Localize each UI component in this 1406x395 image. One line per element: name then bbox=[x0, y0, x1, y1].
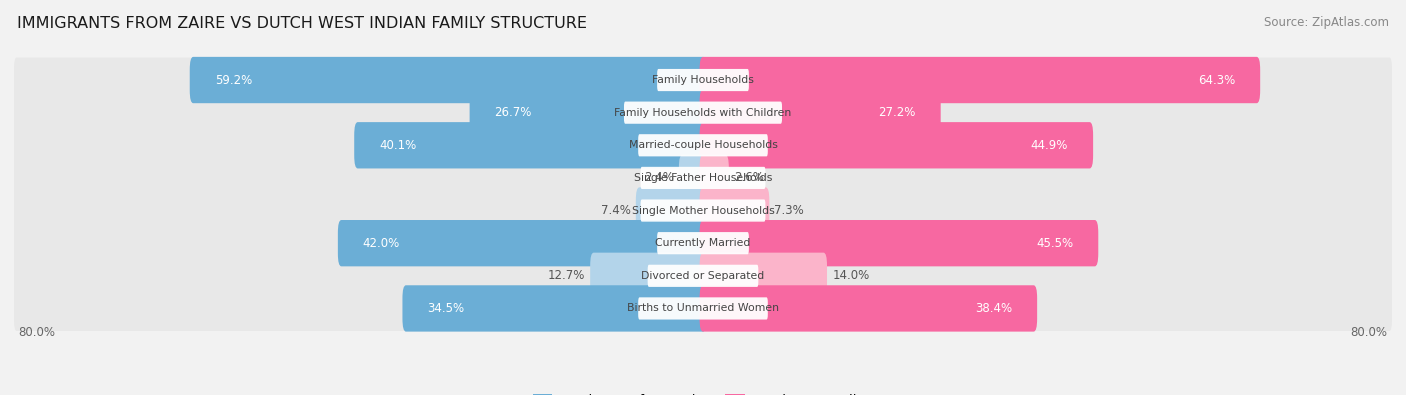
FancyBboxPatch shape bbox=[700, 285, 1038, 332]
FancyBboxPatch shape bbox=[14, 155, 1392, 200]
FancyBboxPatch shape bbox=[624, 102, 782, 124]
FancyBboxPatch shape bbox=[14, 123, 1392, 168]
Text: 26.7%: 26.7% bbox=[495, 106, 531, 119]
Text: 7.4%: 7.4% bbox=[600, 204, 631, 217]
FancyBboxPatch shape bbox=[700, 122, 1092, 168]
Text: IMMIGRANTS FROM ZAIRE VS DUTCH WEST INDIAN FAMILY STRUCTURE: IMMIGRANTS FROM ZAIRE VS DUTCH WEST INDI… bbox=[17, 16, 586, 31]
Text: Single Father Households: Single Father Households bbox=[634, 173, 772, 183]
Text: 40.1%: 40.1% bbox=[380, 139, 416, 152]
FancyBboxPatch shape bbox=[648, 265, 758, 287]
FancyBboxPatch shape bbox=[638, 134, 768, 156]
Text: 80.0%: 80.0% bbox=[18, 326, 55, 339]
FancyBboxPatch shape bbox=[14, 286, 1392, 331]
Text: 2.6%: 2.6% bbox=[734, 171, 763, 184]
Text: Family Households: Family Households bbox=[652, 75, 754, 85]
FancyBboxPatch shape bbox=[591, 253, 706, 299]
FancyBboxPatch shape bbox=[470, 90, 706, 136]
Text: Family Households with Children: Family Households with Children bbox=[614, 108, 792, 118]
Text: Currently Married: Currently Married bbox=[655, 238, 751, 248]
Legend: Immigrants from Zaire, Dutch West Indian: Immigrants from Zaire, Dutch West Indian bbox=[533, 394, 873, 395]
FancyBboxPatch shape bbox=[700, 90, 941, 136]
FancyBboxPatch shape bbox=[700, 57, 1260, 103]
FancyBboxPatch shape bbox=[190, 57, 706, 103]
FancyBboxPatch shape bbox=[14, 188, 1392, 233]
FancyBboxPatch shape bbox=[679, 155, 706, 201]
FancyBboxPatch shape bbox=[657, 69, 749, 91]
FancyBboxPatch shape bbox=[402, 285, 706, 332]
FancyBboxPatch shape bbox=[700, 187, 769, 234]
Text: 34.5%: 34.5% bbox=[427, 302, 464, 315]
Text: 14.0%: 14.0% bbox=[832, 269, 869, 282]
FancyBboxPatch shape bbox=[700, 220, 1098, 266]
Text: Source: ZipAtlas.com: Source: ZipAtlas.com bbox=[1264, 16, 1389, 29]
FancyBboxPatch shape bbox=[638, 297, 768, 320]
FancyBboxPatch shape bbox=[641, 199, 765, 222]
Text: Births to Unmarried Women: Births to Unmarried Women bbox=[627, 303, 779, 314]
FancyBboxPatch shape bbox=[657, 232, 749, 254]
FancyBboxPatch shape bbox=[14, 253, 1392, 298]
Text: 80.0%: 80.0% bbox=[1351, 326, 1388, 339]
Text: 7.3%: 7.3% bbox=[775, 204, 804, 217]
Text: Divorced or Separated: Divorced or Separated bbox=[641, 271, 765, 281]
FancyBboxPatch shape bbox=[636, 187, 706, 234]
FancyBboxPatch shape bbox=[337, 220, 706, 266]
FancyBboxPatch shape bbox=[700, 253, 827, 299]
Text: 12.7%: 12.7% bbox=[548, 269, 585, 282]
FancyBboxPatch shape bbox=[700, 155, 728, 201]
Text: 59.2%: 59.2% bbox=[215, 73, 252, 87]
Text: 27.2%: 27.2% bbox=[879, 106, 915, 119]
Text: Married-couple Households: Married-couple Households bbox=[628, 140, 778, 150]
Text: 38.4%: 38.4% bbox=[974, 302, 1012, 315]
Text: 42.0%: 42.0% bbox=[363, 237, 401, 250]
Text: Single Mother Households: Single Mother Households bbox=[631, 205, 775, 216]
FancyBboxPatch shape bbox=[641, 167, 765, 189]
FancyBboxPatch shape bbox=[354, 122, 706, 168]
FancyBboxPatch shape bbox=[14, 221, 1392, 266]
Text: 44.9%: 44.9% bbox=[1031, 139, 1069, 152]
Text: 2.4%: 2.4% bbox=[644, 171, 673, 184]
FancyBboxPatch shape bbox=[14, 58, 1392, 103]
Text: 45.5%: 45.5% bbox=[1036, 237, 1073, 250]
Text: 64.3%: 64.3% bbox=[1198, 73, 1236, 87]
FancyBboxPatch shape bbox=[14, 90, 1392, 135]
